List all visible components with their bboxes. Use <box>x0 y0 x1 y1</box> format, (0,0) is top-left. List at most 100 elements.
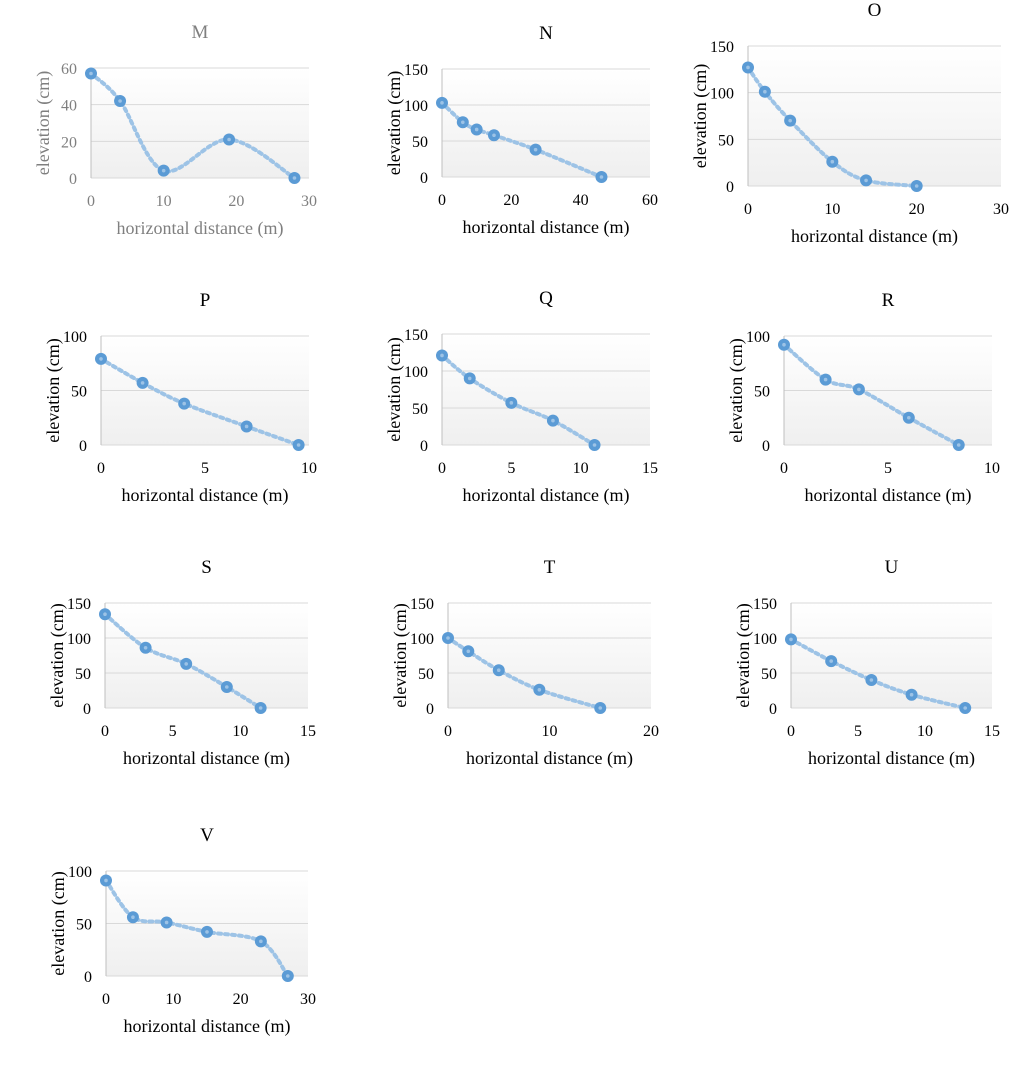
x-tick-label: 10 <box>165 991 181 1008</box>
x-tick-label: 30 <box>300 991 316 1008</box>
x-tick-label: 20 <box>228 193 244 210</box>
data-point <box>436 349 448 362</box>
x-tick-label: 5 <box>854 723 862 740</box>
y-tick-label: 0 <box>769 701 777 718</box>
y-tick-label: 0 <box>420 170 428 187</box>
y-tick-label: 0 <box>726 179 734 196</box>
chart-g: S 0 50 100 150 0 5 10 15 horizontal distance (m) e… <box>47 557 316 769</box>
data-point <box>178 397 191 410</box>
y-tick-label: 150 <box>753 596 777 613</box>
x-tick-label: 20 <box>643 723 659 740</box>
x-tick-label: 5 <box>884 460 892 477</box>
chart-title: S <box>201 557 212 578</box>
x-tick-label: 5 <box>201 460 209 477</box>
chart-f: R 0 50 100 0 5 10 horizontal distance (m) elevat… <box>726 290 1000 506</box>
data-point <box>488 129 500 142</box>
chart-d: P 0 50 100 0 5 10 horizontal distance (m) elevat… <box>43 290 317 506</box>
y-tick-label: 0 <box>83 701 91 718</box>
data-point <box>785 633 797 646</box>
x-tick-label: 0 <box>101 723 109 740</box>
y-tick-label: 0 <box>79 438 87 455</box>
chart-h: T 0 50 100 150 0 10 20 horizontal distance (m) el… <box>390 557 659 769</box>
data-point <box>223 133 236 146</box>
x-axis-title: horizontal distance (m) <box>123 748 290 769</box>
y-tick-label: 50 <box>754 384 770 401</box>
chart-j: V 0 50 100 0 10 20 30 horizontal distance (m) ele… <box>48 825 316 1037</box>
y-tick-label: 100 <box>410 631 434 648</box>
data-point <box>826 155 839 168</box>
x-tick-label: 0 <box>438 192 446 209</box>
x-tick-label: 10 <box>542 723 558 740</box>
x-tick-label: 20 <box>233 991 249 1008</box>
data-point <box>533 683 546 696</box>
y-axis-title: elevation (cm) <box>33 71 54 175</box>
plot-area <box>91 68 309 178</box>
y-tick-label: 0 <box>69 171 77 188</box>
data-point <box>505 396 518 409</box>
data-point <box>952 439 965 451</box>
x-axis-title: horizontal distance (m) <box>122 485 289 506</box>
y-tick-label: 50 <box>412 134 428 151</box>
chart-i: U 0 50 100 150 0 5 10 15 horizontal distance (m) e… <box>733 557 1000 769</box>
x-tick-label: 5 <box>169 723 177 740</box>
data-point <box>470 123 483 136</box>
data-point <box>201 925 213 938</box>
x-tick-label: 20 <box>503 192 519 209</box>
x-tick-label: 15 <box>642 460 658 477</box>
data-point <box>819 373 832 386</box>
y-tick-label: 0 <box>426 701 434 718</box>
plot-area <box>105 603 308 708</box>
y-axis-title: elevation (cm) <box>390 603 411 707</box>
y-axis-title: elevation (cm) <box>733 603 754 707</box>
x-tick-label: 10 <box>573 460 589 477</box>
data-point <box>157 164 170 177</box>
x-tick-label: 0 <box>787 723 795 740</box>
data-point <box>910 180 923 192</box>
x-tick-label: 0 <box>97 460 105 477</box>
y-tick-label: 100 <box>404 98 428 115</box>
x-tick-label: 0 <box>87 193 95 210</box>
x-tick-label: 40 <box>573 192 589 209</box>
x-axis-title: horizontal distance (m) <box>117 218 284 239</box>
x-axis-title: horizontal distance (m) <box>791 226 958 247</box>
data-point <box>595 171 608 183</box>
y-axis-title: elevation (cm) <box>384 71 405 175</box>
x-tick-label: 5 <box>507 460 515 477</box>
data-point <box>902 411 915 424</box>
y-tick-label: 60 <box>61 61 77 78</box>
x-tick-label: 15 <box>984 723 1000 740</box>
chart-e: Q 0 50 100 150 0 5 10 15 horizontal distance (m) e… <box>384 288 658 506</box>
data-point <box>254 935 267 948</box>
data-point <box>456 116 469 129</box>
chart-title: U <box>885 557 899 578</box>
x-tick-label: 10 <box>917 723 933 740</box>
x-tick-label: 0 <box>744 201 752 218</box>
x-tick-label: 60 <box>642 192 658 209</box>
data-point <box>180 657 193 670</box>
y-tick-label: 50 <box>76 917 92 934</box>
data-point <box>529 143 542 156</box>
chart-title: Q <box>539 288 553 309</box>
x-tick-label: 30 <box>993 201 1009 218</box>
data-point <box>588 439 601 451</box>
chart-title: M <box>192 22 209 43</box>
y-tick-label: 50 <box>412 401 428 418</box>
x-tick-label: 0 <box>102 991 110 1008</box>
plot-area <box>448 603 651 708</box>
y-tick-label: 0 <box>762 438 770 455</box>
data-point <box>160 916 173 929</box>
chart-title: V <box>200 825 214 846</box>
data-point <box>288 172 301 184</box>
x-tick-label: 30 <box>301 193 317 210</box>
y-axis-title: elevation (cm) <box>690 64 711 168</box>
data-point <box>594 702 607 714</box>
x-axis-title: horizontal distance (m) <box>808 748 975 769</box>
data-point <box>865 674 878 686</box>
y-tick-label: 150 <box>67 596 91 613</box>
y-tick-label: 50 <box>75 666 91 683</box>
x-tick-label: 10 <box>301 460 317 477</box>
y-tick-label: 40 <box>61 98 77 115</box>
x-axis-title: horizontal distance (m) <box>805 485 972 506</box>
data-point <box>240 420 253 433</box>
